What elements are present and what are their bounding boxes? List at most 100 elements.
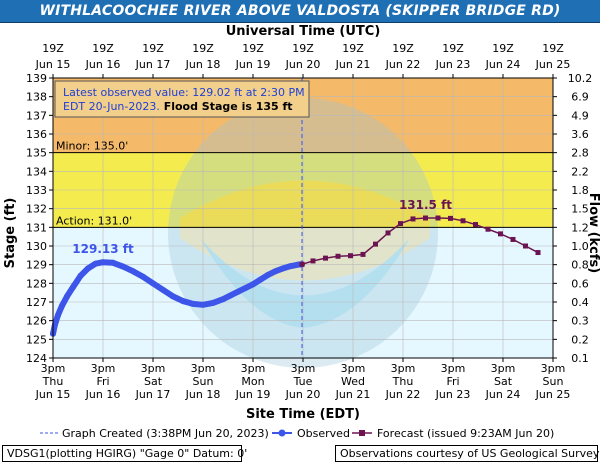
site-tick-day: Sat [494,375,513,388]
info-date: EDT 20-Jun-2023. [63,100,160,113]
observed-point [200,301,206,308]
utc-tick-label: 19Z [192,42,214,55]
stage-tick-label: 131 [26,221,47,234]
flow-tick-label: 0.6 [571,277,589,290]
utc-tick-date: Jun 20 [285,58,321,71]
observed-point [235,288,241,295]
flood-lines: Minor: 135.0' Action: 131.0' [53,140,553,228]
site-tick-day: Sun [543,375,564,388]
utc-tick-label: 19Z [292,42,314,55]
stage-tick-label: 137 [26,109,47,122]
utc-axis-ticks: 19Z Jun 15 19Z Jun 16 19Z Jun 17 19Z Jun 18 19Z J… [35,42,571,78]
observed-point [227,292,234,299]
forecast-point [535,250,541,256]
site-tick-date: Jun 15 [35,388,71,401]
stage-tick-label: 134 [26,165,47,178]
site-tick-time: 3pm [241,362,266,375]
site-tick-time: 3pm [441,362,466,375]
forecast-point [398,221,403,227]
plot-frame [52,77,554,359]
stage-tick-label: 135 [26,147,47,160]
stage-tick-label: 126 [26,315,47,328]
stage-tick-label: 124 [26,352,47,365]
observed-point [55,312,61,319]
observed-point [59,302,65,309]
forecast-point [485,226,491,232]
flow-tick-label: 4.9 [571,109,589,122]
flood-line-label: Minor: 135.0' [56,140,128,153]
forecast-point [510,236,516,242]
stage-tick-label: 138 [26,91,47,104]
site-tick-day: Mon [241,375,264,388]
page-title: WITHLACOOCHEE RIVER ABOVE VALDOSTA (SKIP… [39,3,561,19]
utc-tick-date: Jun 19 [235,58,271,71]
flow-tick-label: 1.8 [571,184,589,197]
site-tick-day: Wed [341,375,365,388]
observed-point [110,259,116,266]
observed-point [64,293,70,300]
observed-peak-label: 129.13 ft [72,242,134,256]
forecast-point [435,215,441,221]
x-axis-title: Site Time (EDT) [246,407,360,422]
observed-point [280,265,286,272]
site-tick-time: 3pm [491,362,516,375]
utc-tick-date: Jun 25 [535,58,571,71]
site-tick-time: 3pm [91,362,116,375]
observed-point [265,271,271,278]
observed-point [120,263,126,270]
forecast-point [423,215,428,221]
info-line-1: Latest observed value: 129.02 ft at 2:30… [63,86,305,99]
utc-tick-label: 19Z [392,42,414,55]
credit-text: Observations courtesy of US Geological S… [340,447,600,460]
observed-point [250,281,256,288]
utc-tick-date: Jun 17 [135,58,171,71]
flow-tick-label: 2.2 [571,165,589,178]
utc-tick-date: Jun 22 [385,58,421,71]
site-tick-date: Jun 18 [185,388,221,401]
forecast-point [385,230,391,236]
site-tick-time: 3pm [191,362,216,375]
stage-tick-label: 125 [26,333,47,346]
utc-tick-date: Jun 18 [185,58,221,71]
legend-observed-label: Observed [297,427,350,440]
forecast-point [523,243,528,249]
site-tick-date: Jun 20 [285,388,321,401]
site-tick-date: Jun 17 [135,388,171,401]
observed-point [190,300,196,307]
forecast-point [299,261,305,267]
observed-point [287,263,294,270]
site-tick-date: Jun 19 [235,388,271,401]
stage-tick-label: 136 [26,128,47,141]
site-tick-time: 3pm [41,362,66,375]
stage-tick-label: 132 [26,203,47,216]
utc-tick-label: 19Z [92,42,114,55]
site-tick-time: 3pm [541,362,566,375]
forecast-point [410,216,416,222]
legend-forecast-marker [359,430,365,436]
observed-point [100,259,106,266]
observed-point [77,272,84,279]
observed-point [160,286,166,293]
utc-tick-date: Jun 24 [485,58,521,71]
stage-axis-ticks: 124 125 126 127 128 129 130 131 132 133 134 135 136 1… [26,72,53,365]
observed-point [150,280,156,287]
info-line-2: EDT 20-Jun-2023. Flood Stage is 135 ft [63,100,293,113]
hydrograph-chart: Universal Time (UTC) Minor: 135.0' Action… [3,24,600,440]
top-axis-title: Universal Time (UTC) [226,24,381,39]
utc-tick-date: Jun 16 [85,58,121,71]
utc-tick-label: 19Z [542,42,564,55]
observed-point [180,298,186,305]
observed-point [130,268,136,275]
title-bar: WITHLACOOCHEE RIVER ABOVE VALDOSTA (SKIP… [0,0,600,23]
site-tick-day: Thu [42,375,64,388]
observed-point [257,276,264,283]
flow-tick-label: 1.2 [571,221,589,234]
flow-tick-label: 1.5 [571,203,589,216]
legend-forecast-label: Forecast (issued 9:23AM Jun 20) [377,427,554,440]
site-tick-time: 3pm [391,362,416,375]
utc-tick-label: 19Z [242,42,264,55]
stage-tick-label: 130 [26,240,47,253]
site-tick-day: Fri [96,375,109,388]
forecast-point [310,258,316,264]
